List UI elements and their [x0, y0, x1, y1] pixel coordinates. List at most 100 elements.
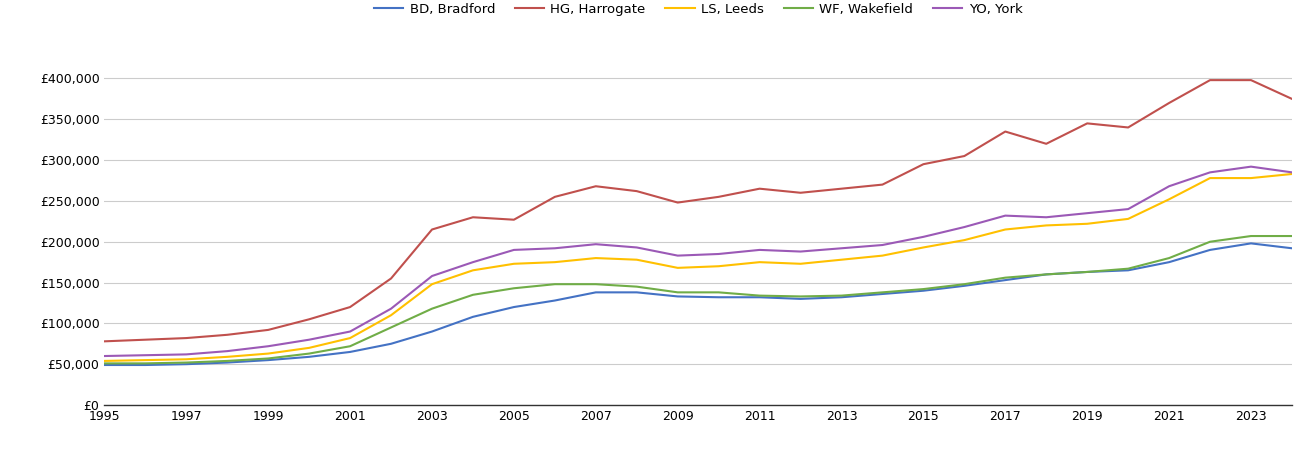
Legend: BD, Bradford, HG, Harrogate, LS, Leeds, WF, Wakefield, YO, York: BD, Bradford, HG, Harrogate, LS, Leeds, …: [368, 0, 1028, 21]
HG, Harrogate: [465, 215, 480, 220]
HG, Harrogate: [834, 186, 850, 191]
HG, Harrogate: [261, 327, 277, 333]
HG, Harrogate: [547, 194, 562, 199]
BD, Bradford: [301, 354, 317, 360]
BD, Bradford: [874, 291, 890, 297]
YO, York: [465, 260, 480, 265]
YO, York: [97, 353, 112, 359]
LS, Leeds: [1120, 216, 1135, 221]
YO, York: [711, 251, 727, 256]
LS, Leeds: [506, 261, 522, 266]
YO, York: [874, 242, 890, 248]
BD, Bradford: [384, 341, 399, 346]
BD, Bradford: [1284, 246, 1300, 251]
WF, Wakefield: [97, 360, 112, 366]
BD, Bradford: [179, 361, 194, 367]
LS, Leeds: [1244, 176, 1259, 181]
YO, York: [301, 337, 317, 342]
LS, Leeds: [1079, 221, 1095, 226]
YO, York: [547, 246, 562, 251]
BD, Bradford: [1202, 247, 1218, 252]
HG, Harrogate: [342, 304, 358, 310]
WF, Wakefield: [301, 351, 317, 356]
Line: LS, Leeds: LS, Leeds: [104, 174, 1292, 361]
LS, Leeds: [752, 260, 767, 265]
WF, Wakefield: [547, 282, 562, 287]
BD, Bradford: [97, 362, 112, 368]
HG, Harrogate: [1079, 121, 1095, 126]
Line: BD, Bradford: BD, Bradford: [104, 243, 1292, 365]
HG, Harrogate: [1161, 100, 1177, 106]
WF, Wakefield: [424, 306, 440, 311]
LS, Leeds: [629, 257, 645, 262]
YO, York: [506, 247, 522, 252]
WF, Wakefield: [1244, 234, 1259, 239]
YO, York: [1284, 170, 1300, 175]
BD, Bradford: [1244, 241, 1259, 246]
BD, Bradford: [219, 360, 235, 365]
Line: HG, Harrogate: HG, Harrogate: [104, 80, 1292, 342]
WF, Wakefield: [1202, 239, 1218, 244]
LS, Leeds: [997, 227, 1013, 232]
LS, Leeds: [137, 357, 153, 363]
HG, Harrogate: [629, 189, 645, 194]
YO, York: [669, 253, 685, 258]
BD, Bradford: [1079, 269, 1095, 274]
BD, Bradford: [465, 314, 480, 319]
YO, York: [179, 352, 194, 357]
WF, Wakefield: [384, 325, 399, 330]
Line: YO, York: YO, York: [104, 166, 1292, 356]
BD, Bradford: [547, 298, 562, 303]
YO, York: [1244, 164, 1259, 169]
LS, Leeds: [424, 282, 440, 287]
HG, Harrogate: [792, 190, 808, 195]
HG, Harrogate: [424, 227, 440, 232]
HG, Harrogate: [301, 317, 317, 322]
HG, Harrogate: [1284, 96, 1300, 102]
HG, Harrogate: [752, 186, 767, 191]
YO, York: [916, 234, 932, 239]
YO, York: [219, 348, 235, 354]
YO, York: [1202, 170, 1218, 175]
LS, Leeds: [874, 253, 890, 258]
WF, Wakefield: [1120, 266, 1135, 271]
WF, Wakefield: [1079, 269, 1095, 274]
YO, York: [261, 343, 277, 349]
BD, Bradford: [261, 357, 277, 363]
HG, Harrogate: [874, 182, 890, 187]
BD, Bradford: [792, 296, 808, 302]
WF, Wakefield: [792, 294, 808, 299]
YO, York: [1039, 215, 1054, 220]
HG, Harrogate: [1244, 77, 1259, 83]
WF, Wakefield: [342, 343, 358, 349]
BD, Bradford: [834, 295, 850, 300]
LS, Leeds: [301, 345, 317, 351]
YO, York: [752, 247, 767, 252]
HG, Harrogate: [997, 129, 1013, 134]
YO, York: [1079, 211, 1095, 216]
WF, Wakefield: [669, 290, 685, 295]
YO, York: [384, 306, 399, 311]
YO, York: [834, 246, 850, 251]
YO, York: [629, 245, 645, 250]
WF, Wakefield: [1161, 255, 1177, 261]
HG, Harrogate: [916, 162, 932, 167]
HG, Harrogate: [669, 200, 685, 205]
WF, Wakefield: [957, 282, 972, 287]
YO, York: [997, 213, 1013, 218]
LS, Leeds: [711, 264, 727, 269]
LS, Leeds: [219, 354, 235, 360]
LS, Leeds: [589, 255, 604, 261]
LS, Leeds: [465, 268, 480, 273]
YO, York: [342, 329, 358, 334]
BD, Bradford: [506, 304, 522, 310]
LS, Leeds: [97, 358, 112, 364]
WF, Wakefield: [834, 293, 850, 298]
HG, Harrogate: [957, 153, 972, 159]
WF, Wakefield: [589, 282, 604, 287]
YO, York: [589, 242, 604, 247]
LS, Leeds: [792, 261, 808, 266]
HG, Harrogate: [1039, 141, 1054, 147]
BD, Bradford: [137, 362, 153, 368]
LS, Leeds: [261, 351, 277, 356]
